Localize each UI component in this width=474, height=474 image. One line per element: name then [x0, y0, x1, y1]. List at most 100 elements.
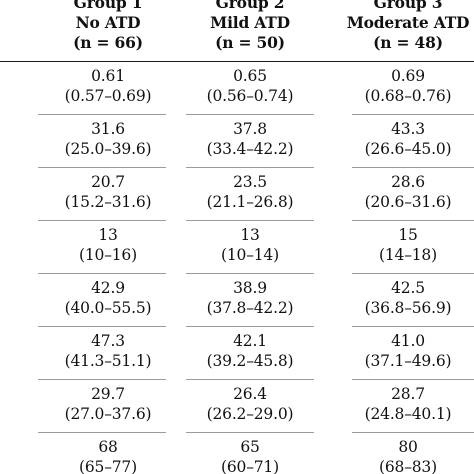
- row-separator: [352, 432, 474, 433]
- table-cell: 42.9 (40.0–55.5): [38, 278, 178, 318]
- cell-range: (26.2–29.0): [206, 405, 294, 423]
- cell-range: (68–83): [379, 458, 437, 474]
- cell-range: (60–71): [221, 458, 279, 474]
- cell-range: (24.8–40.1): [364, 405, 452, 423]
- cell-value: 28.7: [391, 385, 425, 403]
- column-header-group-3: Group 3 Moderate ATD (n = 48): [338, 0, 474, 53]
- table-cell: 38.9 (37.8–42.2): [180, 278, 320, 318]
- cell-value: 28.6: [391, 173, 425, 191]
- cell-range: (36.8–56.9): [364, 299, 452, 317]
- row-separator: [186, 379, 314, 380]
- cell-range: (21.1–26.8): [206, 193, 294, 211]
- cell-range: (40.0–55.5): [64, 299, 152, 317]
- cell-range: (33.4–42.2): [206, 140, 294, 158]
- cell-value: 0.69: [391, 67, 425, 85]
- table-cell: 42.1 (39.2–45.8): [180, 331, 320, 371]
- column-header-group-1: Group 1 No ATD (n = 66): [38, 0, 178, 53]
- cell-range: (10–14): [221, 246, 279, 264]
- row-separator: [352, 114, 474, 115]
- cell-value: 42.1: [233, 332, 267, 350]
- table-cell: 15 (14–18): [338, 225, 474, 265]
- cell-range: (65–77): [79, 458, 137, 474]
- cell-value: 0.61: [91, 67, 125, 85]
- table-cell: 0.61 (0.57–0.69): [38, 66, 178, 106]
- table-row: 0.61 (0.57–0.69) 0.65 (0.56–0.74) 0.69 (0.68–…: [0, 62, 474, 115]
- table-cell: 0.65 (0.56–0.74): [180, 66, 320, 106]
- column-header-count: (n = 66): [73, 33, 143, 52]
- table-cell: 28.6 (20.6–31.6): [338, 172, 474, 212]
- table-row: 47.3 (41.3–51.1) 42.1 (39.2–45.8) 41.0 (37.1–…: [0, 327, 474, 380]
- cell-range: (26.6–45.0): [364, 140, 452, 158]
- row-separator: [352, 379, 474, 380]
- row-separator: [186, 220, 314, 221]
- column-header-subtitle: No ATD: [75, 13, 141, 32]
- cell-range: (0.68–0.76): [364, 87, 452, 105]
- table-cell: 20.7 (15.2–31.6): [38, 172, 178, 212]
- row-separator: [38, 167, 166, 168]
- row-separator: [186, 273, 314, 274]
- row-separator: [186, 326, 314, 327]
- column-header-count: (n = 48): [373, 33, 443, 52]
- cell-range: (27.0–37.6): [64, 405, 152, 423]
- cell-range: (15.2–31.6): [64, 193, 152, 211]
- cell-value: 15: [398, 226, 418, 244]
- table-cell: 23.5 (21.1–26.8): [180, 172, 320, 212]
- cell-value: 13: [98, 226, 118, 244]
- table-cell: 43.3 (26.6–45.0): [338, 119, 474, 159]
- row-separator: [186, 167, 314, 168]
- table-row: 42.9 (40.0–55.5) 38.9 (37.8–42.2) 42.5 (36.8–…: [0, 274, 474, 327]
- cell-range: (10–16): [79, 246, 137, 264]
- cell-value: 80: [398, 438, 418, 456]
- row-separator: [38, 432, 166, 433]
- row-separator: [352, 167, 474, 168]
- row-separator: [186, 114, 314, 115]
- table-header: Group 1 No ATD (n = 66) Group 2 Mild ATD…: [0, 0, 474, 56]
- cell-range: (37.1–49.6): [364, 352, 452, 370]
- cell-range: (25.0–39.6): [64, 140, 152, 158]
- cell-value: 42.9: [91, 279, 125, 297]
- cell-value: 38.9: [233, 279, 267, 297]
- header-rule: [0, 61, 474, 62]
- table-row: 31.6 (25.0–39.6) 37.8 (33.4–42.2) 43.3 (26.6–…: [0, 115, 474, 168]
- row-separator: [38, 326, 166, 327]
- cell-value: 0.65: [233, 67, 267, 85]
- table-cell: 41.0 (37.1–49.6): [338, 331, 474, 371]
- table-row: 68 (65–77) 65 (60–71) 80 (68–83): [0, 433, 474, 474]
- cell-value: 65: [240, 438, 260, 456]
- row-separator: [38, 273, 166, 274]
- cell-range: (20.6–31.6): [364, 193, 452, 211]
- column-header-group-2: Group 2 Mild ATD (n = 50): [180, 0, 320, 53]
- cell-value: 68: [98, 438, 118, 456]
- cell-value: 43.3: [391, 120, 425, 138]
- row-separator: [352, 326, 474, 327]
- column-header-subtitle: Mild ATD: [210, 13, 290, 32]
- table-cell: 28.7 (24.8–40.1): [338, 384, 474, 424]
- column-header-count: (n = 50): [215, 33, 285, 52]
- row-separator: [38, 379, 166, 380]
- column-header-title: Group 2: [215, 0, 285, 12]
- cell-range: (39.2–45.8): [206, 352, 294, 370]
- table-cell: 80 (68–83): [338, 437, 474, 474]
- cell-range: (37.8–42.2): [206, 299, 294, 317]
- cell-value: 47.3: [91, 332, 125, 350]
- cell-value: 23.5: [233, 173, 267, 191]
- column-header-title: Group 1: [73, 0, 143, 12]
- cell-value: 31.6: [91, 120, 125, 138]
- row-separator: [186, 432, 314, 433]
- cell-range: (0.56–0.74): [206, 87, 294, 105]
- cell-range: (41.3–51.1): [64, 352, 152, 370]
- row-separator: [38, 220, 166, 221]
- cell-value: 41.0: [391, 332, 425, 350]
- table-row: 29.7 (27.0–37.6) 26.4 (26.2–29.0) 28.7 (24.8–…: [0, 380, 474, 433]
- column-header-title: Group 3: [373, 0, 443, 12]
- cell-value: 26.4: [233, 385, 267, 403]
- table-cell: 13 (10–14): [180, 225, 320, 265]
- cell-value: 37.8: [233, 120, 267, 138]
- cell-value: 42.5: [391, 279, 425, 297]
- row-separator: [352, 273, 474, 274]
- table-cell: 29.7 (27.0–37.6): [38, 384, 178, 424]
- row-separator: [38, 114, 166, 115]
- table-cell: 37.8 (33.4–42.2): [180, 119, 320, 159]
- table-cell: 0.69 (0.68–0.76): [338, 66, 474, 106]
